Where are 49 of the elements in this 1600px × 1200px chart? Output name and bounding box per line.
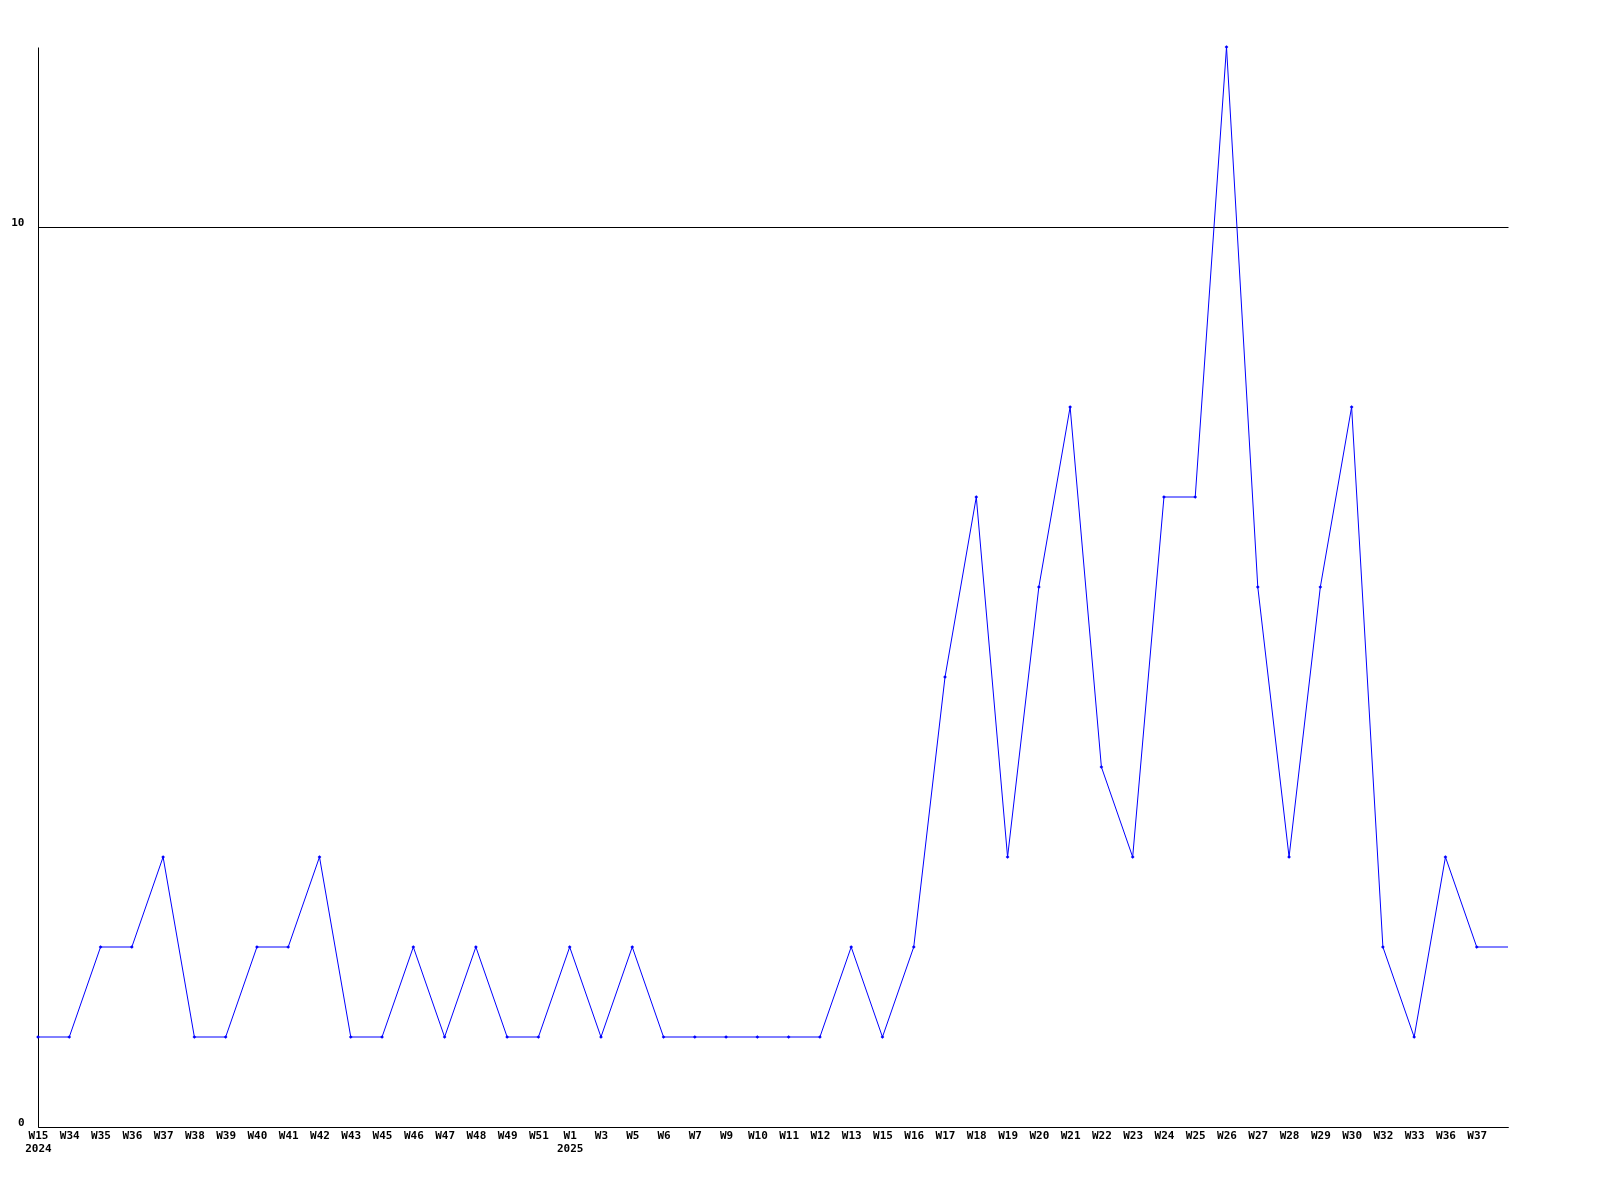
x-tick-label: W28 [1279, 1128, 1300, 1142]
x-tick-label: W46 [403, 1128, 425, 1142]
x-tick-label: W9 [719, 1128, 734, 1142]
x-tick-label: W11 [779, 1128, 800, 1142]
x-tick-label: W47 [435, 1128, 456, 1142]
x-tick-label: W19 [998, 1128, 1019, 1142]
y-tick-label: 10 [11, 215, 25, 229]
x-tick-label: W35 [91, 1128, 111, 1142]
x-tick-label: W21 [1060, 1128, 1081, 1142]
x-tick-label: W33 [1404, 1128, 1425, 1142]
x-tick-label: W51 [528, 1128, 550, 1142]
x-tick-label: W17 [935, 1128, 956, 1142]
y-tick-label: 0 [17, 1115, 25, 1129]
x-tick-label: W34 [59, 1128, 81, 1142]
x-tick-label: W43 [341, 1128, 362, 1142]
x-tick-label: W45 [372, 1128, 393, 1142]
x-tick-label: W15 [873, 1128, 893, 1142]
x-tick-label: W42 [310, 1128, 330, 1142]
x-tick-label: W25 [1185, 1128, 1206, 1142]
x-tick-label: W15 2024 [25, 1128, 53, 1155]
x-tick-label: W12 [810, 1128, 831, 1142]
x-tick-label: W36 [122, 1128, 143, 1142]
x-tick-label: W22 [1091, 1128, 1112, 1142]
x-tick-label: W16 [904, 1128, 925, 1142]
x-tick-label: W49 [497, 1128, 518, 1142]
x-tick-label: W1 2025 [556, 1128, 584, 1155]
x-tick-label: W23 [1123, 1128, 1144, 1142]
x-tick-label: W24 [1154, 1128, 1175, 1142]
x-tick-label: W32 [1373, 1128, 1394, 1142]
x-tick-label: W39 [216, 1128, 237, 1142]
x-tick-label: W48 [466, 1128, 487, 1142]
x-tick-label: W36 [1436, 1128, 1457, 1142]
x-tick-label: W40 [247, 1128, 268, 1142]
x-tick-label: W5 [626, 1128, 640, 1142]
x-tick-label: W27 [1248, 1128, 1269, 1142]
x-tick-label: W26 [1217, 1128, 1238, 1142]
x-tick-label: W20 [1029, 1128, 1050, 1142]
x-tick-label: W7 [688, 1128, 702, 1142]
x-tick-label: W10 [747, 1128, 768, 1142]
x-tick-label: W13 [841, 1128, 862, 1142]
x-tick-label: W3 [594, 1128, 609, 1142]
x-tick-label: W38 [184, 1128, 205, 1142]
x-tick-label: W30 [1342, 1128, 1363, 1142]
x-tick-label: W37 [1467, 1128, 1488, 1142]
x-tick-label: W41 [278, 1128, 300, 1142]
x-tick-label: W29 [1310, 1128, 1331, 1142]
x-tick-label: W37 [153, 1128, 174, 1142]
x-tick-label: W6 [657, 1128, 672, 1142]
x-tick-label: W18 [966, 1128, 987, 1142]
